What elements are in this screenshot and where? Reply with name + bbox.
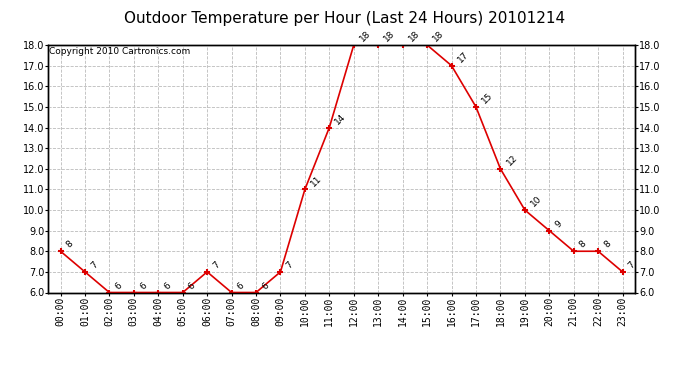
Text: 15: 15: [480, 91, 495, 105]
Text: 7: 7: [89, 260, 99, 270]
Text: 17: 17: [455, 50, 470, 64]
Text: 7: 7: [627, 260, 637, 270]
Text: 7: 7: [284, 260, 295, 270]
Text: 10: 10: [529, 194, 544, 208]
Text: 6: 6: [114, 280, 124, 291]
Text: 6: 6: [236, 280, 246, 291]
Text: 12: 12: [504, 153, 519, 167]
Text: 6: 6: [260, 280, 270, 291]
Text: 6: 6: [187, 280, 197, 291]
Text: 18: 18: [431, 29, 446, 44]
Text: 9: 9: [553, 219, 564, 229]
Text: 11: 11: [309, 174, 324, 188]
Text: Copyright 2010 Cartronics.com: Copyright 2010 Cartronics.com: [50, 48, 190, 57]
Text: 18: 18: [407, 29, 422, 44]
Text: 8: 8: [578, 239, 589, 250]
Text: 6: 6: [138, 280, 148, 291]
Text: 14: 14: [333, 112, 348, 126]
Text: 18: 18: [382, 29, 397, 44]
Text: 6: 6: [162, 280, 173, 291]
Text: 8: 8: [602, 239, 613, 250]
Text: 18: 18: [358, 29, 373, 44]
Text: 8: 8: [65, 239, 75, 250]
Text: Outdoor Temperature per Hour (Last 24 Hours) 20101214: Outdoor Temperature per Hour (Last 24 Ho…: [124, 11, 566, 26]
Text: 7: 7: [211, 260, 221, 270]
